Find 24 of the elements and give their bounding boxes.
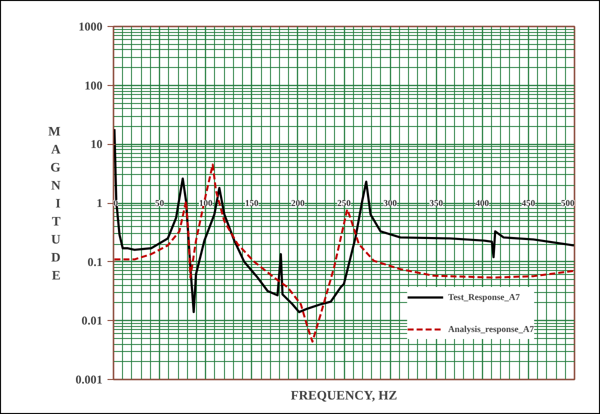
x-tick-label: 250: [337, 198, 352, 208]
x-tick-label: 100: [198, 198, 213, 208]
y-tick-label: 10: [90, 137, 102, 152]
x-tick-label: 300: [383, 198, 398, 208]
x-tick-label: 150: [245, 198, 260, 208]
y-tick-label: 100: [84, 78, 102, 92]
x-tick-label: 50: [155, 198, 165, 208]
legend-label: Analysis_response_A7: [448, 324, 534, 334]
x-axis-title: FREQUENCY, HZ: [290, 388, 398, 402]
line-series: [114, 164, 574, 343]
y-tick-label: 1: [96, 196, 102, 210]
x-tick-label: 400: [476, 198, 490, 208]
y-tick-label: 0.01: [82, 314, 102, 328]
legend-label: Test_Response_A7: [448, 292, 520, 302]
text: MAGNITUDE: [48, 124, 61, 282]
x-tick-label: 450: [522, 198, 536, 208]
x-tick-label: 200: [291, 198, 306, 208]
x-tick-label: 0: [114, 198, 118, 208]
x-tick-label: 350: [429, 198, 444, 208]
y-tick-label: 1000: [78, 20, 102, 34]
y-tick-label: 0.001: [76, 372, 102, 386]
line-series: [114, 128, 574, 314]
x-tick-label: 500: [561, 198, 575, 208]
y-tick-label: 0.1: [88, 254, 102, 269]
